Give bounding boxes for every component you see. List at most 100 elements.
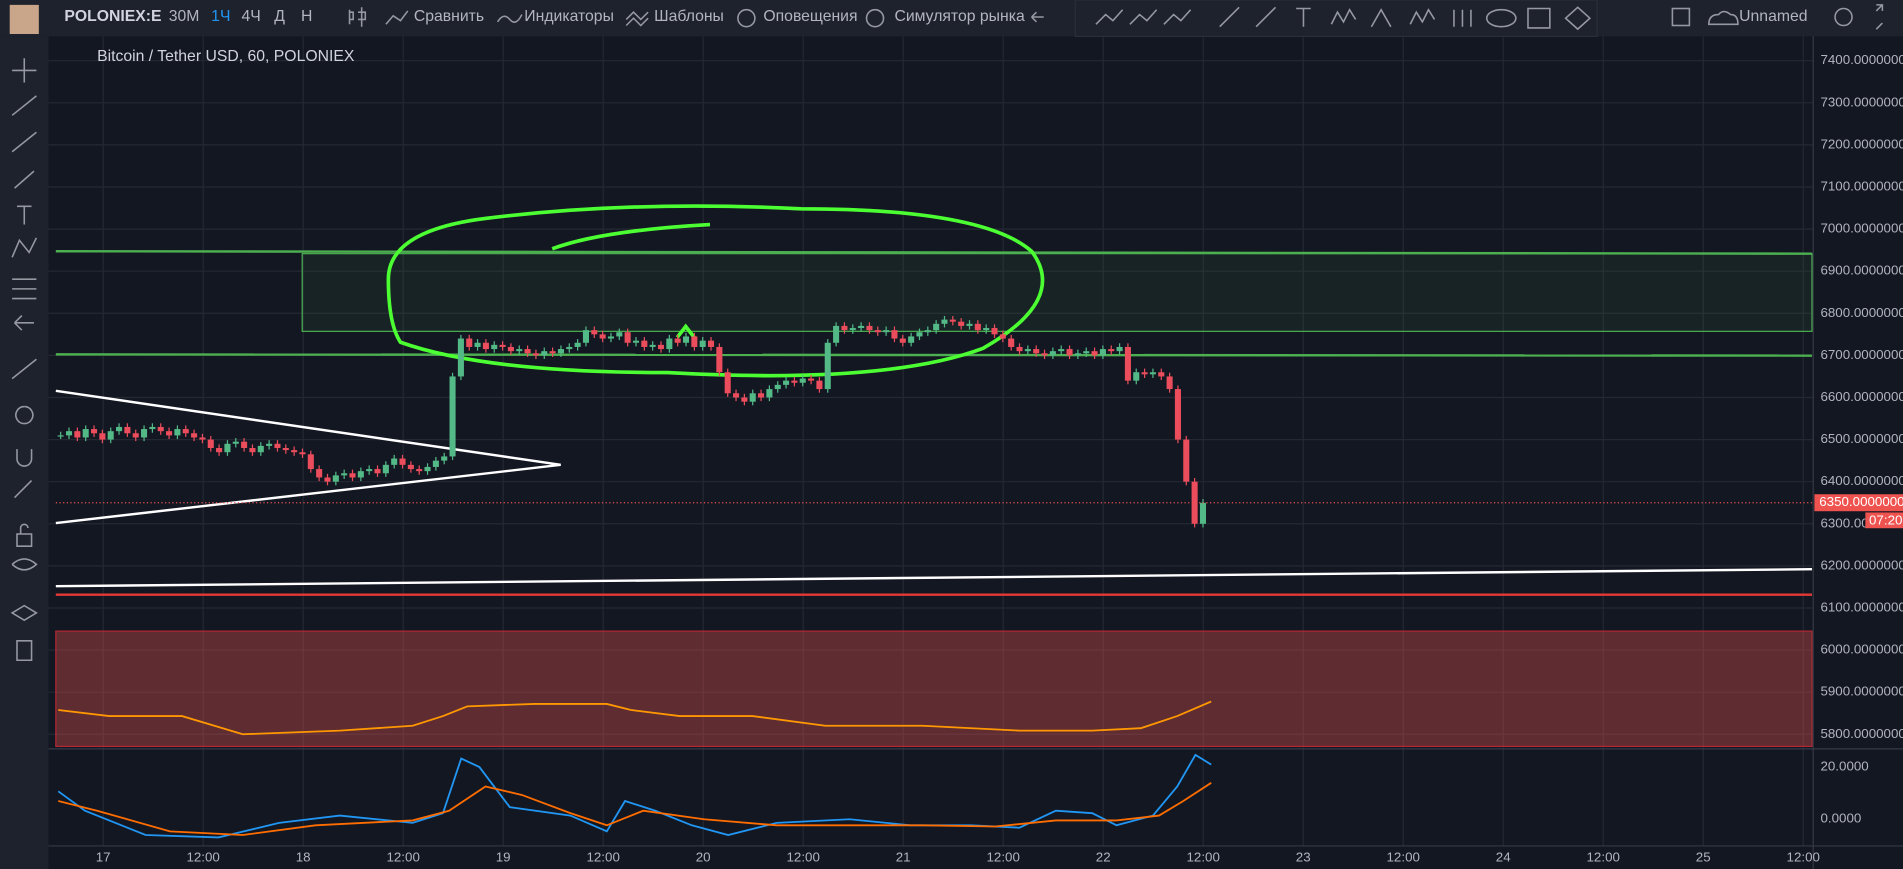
candle [349, 473, 356, 478]
candle [399, 458, 406, 465]
trend-line [55, 568, 1812, 588]
interval[interactable]: 30M [169, 8, 200, 25]
compare-icon[interactable] [385, 10, 409, 25]
avatar[interactable] [9, 4, 39, 34]
candle [216, 448, 223, 453]
interval[interactable]: Н [301, 8, 312, 25]
replay-icon[interactable] [865, 8, 885, 28]
countdown-bg [1865, 512, 1903, 529]
candle [874, 330, 881, 333]
cloud-icon[interactable] [1708, 10, 1739, 26]
time-label: 23 [1296, 850, 1311, 865]
drawing-tools[interactable] [1095, 6, 1592, 31]
candle [466, 338, 473, 347]
time-label: 19 [496, 850, 511, 865]
resistance-line [55, 250, 1812, 255]
candle [541, 351, 548, 356]
candle [1041, 353, 1048, 356]
templates-button[interactable]: Шаблоны [654, 8, 724, 25]
candle [674, 338, 681, 343]
candle [849, 328, 856, 331]
candle [224, 443, 231, 453]
candle [132, 433, 139, 438]
alerts-icon[interactable] [737, 8, 756, 28]
time-label: 12:00 [1187, 850, 1220, 865]
candle [1174, 389, 1181, 440]
expand-icon[interactable] [1875, 4, 1884, 30]
price-label: 6000.00000000 [1820, 642, 1903, 657]
price-label: 5900.00000000 [1820, 684, 1903, 699]
candle [482, 342, 489, 350]
candle [174, 429, 181, 436]
candle [1024, 349, 1031, 352]
candle [1166, 376, 1173, 390]
ellipse-drawing [386, 204, 1045, 378]
candle [1049, 351, 1056, 356]
candle [933, 323, 940, 331]
candle [524, 349, 531, 354]
candle [841, 325, 848, 331]
time-label: 12:00 [586, 850, 619, 865]
price-label: 5800.00000000 [1820, 726, 1903, 741]
templates-icon[interactable] [625, 11, 649, 27]
candle [866, 325, 873, 331]
candle [1074, 353, 1081, 356]
settings-icon[interactable] [1834, 7, 1853, 27]
alerts-button[interactable]: Оповещения [763, 8, 857, 25]
candle [716, 346, 723, 373]
time-label: 18 [296, 850, 311, 865]
candle [57, 435, 64, 437]
time-label: 12:00 [1387, 850, 1420, 865]
candle [924, 330, 931, 333]
candle [457, 338, 464, 377]
candle [799, 378, 806, 383]
signal-line [58, 782, 1212, 836]
candle [407, 464, 414, 470]
volume-ma [58, 700, 1212, 736]
time-label: 21 [896, 850, 911, 865]
candle [316, 469, 323, 478]
candle [691, 336, 698, 347]
candle [507, 346, 514, 352]
candle [1183, 439, 1190, 482]
triangle [55, 389, 561, 525]
chart-title[interactable]: Bitcoin / Tether USD, 60, POLONIEX [97, 48, 355, 65]
symbol[interactable]: POLONIEX:E [64, 8, 161, 25]
candle [649, 344, 656, 347]
replay-button[interactable]: Симулятор рынка [894, 8, 1024, 25]
indicator-label: 20.0000 [1820, 759, 1868, 774]
indicators-button[interactable]: Индикаторы [524, 8, 614, 25]
price-label: 7200.00000000 [1820, 136, 1903, 151]
layout-name[interactable]: Unnamed [1739, 8, 1807, 25]
chart-style-icon[interactable] [348, 7, 367, 27]
candle [116, 426, 123, 432]
fullscreen-icon[interactable] [1671, 7, 1691, 27]
interval[interactable]: 1Ч [211, 8, 230, 25]
compare-button[interactable]: Сравнить [414, 8, 484, 25]
candle [1158, 372, 1165, 377]
candle [549, 351, 556, 354]
candle [724, 372, 731, 394]
candles [57, 315, 1206, 528]
candle [941, 319, 948, 324]
candle [166, 431, 173, 436]
candle [90, 429, 98, 434]
candle [557, 349, 564, 354]
candle [1008, 338, 1015, 347]
price-label: 6200.00000000 [1820, 557, 1903, 572]
undo-icon[interactable] [1031, 11, 1044, 23]
candle [241, 441, 248, 449]
candle [357, 471, 364, 478]
price-label: 7100.00000000 [1820, 179, 1903, 194]
candle [424, 466, 431, 472]
candle [391, 458, 398, 465]
time-label: 20 [696, 850, 711, 865]
drawing-tool-icons[interactable] [10, 58, 38, 662]
candle [999, 334, 1006, 339]
price-label: 6700.00000000 [1820, 347, 1903, 362]
candle [666, 338, 673, 350]
interval[interactable]: 4Ч [242, 8, 261, 25]
price-label: 6800.00000000 [1820, 305, 1903, 320]
indicators-icon[interactable] [496, 14, 523, 23]
interval[interactable]: Д [274, 8, 285, 25]
